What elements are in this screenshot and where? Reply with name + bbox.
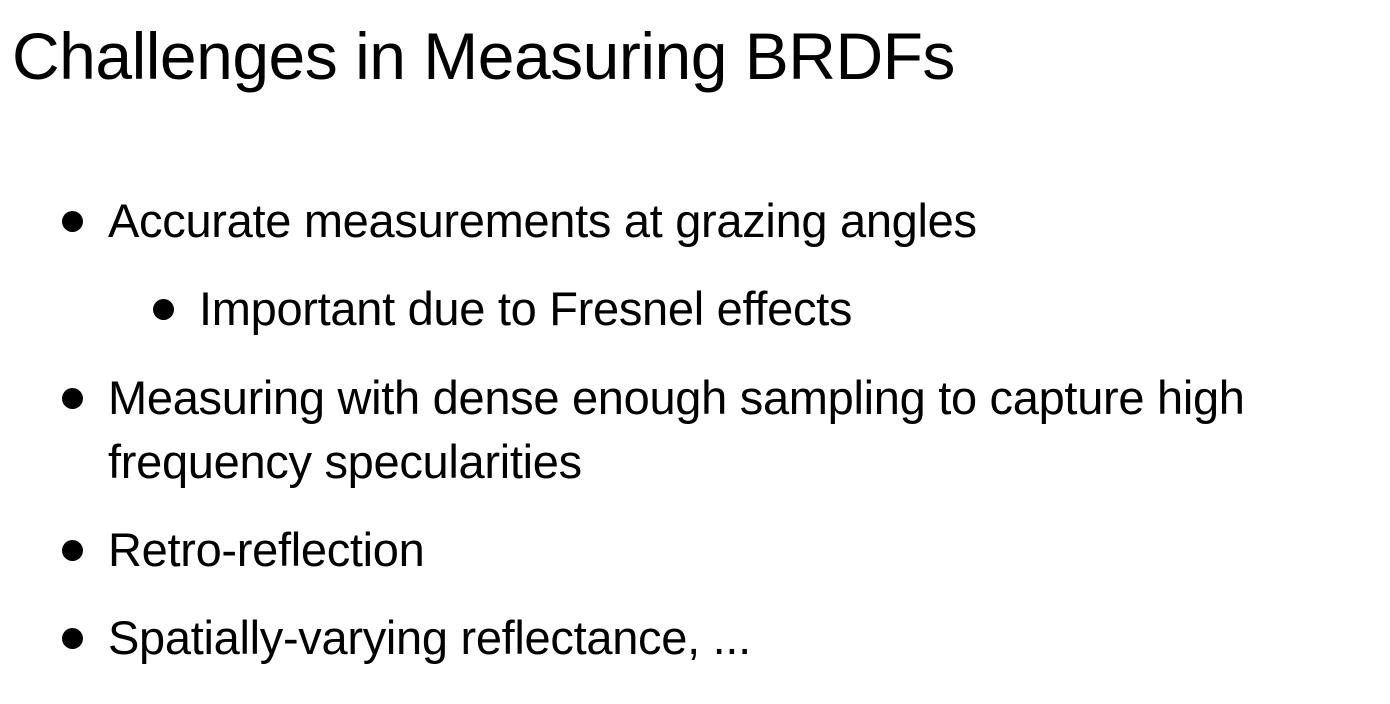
sub-bullet-item: Important due to Fresnel effects: [153, 277, 1379, 341]
bullet-text: Accurate measurements at grazing angles: [108, 194, 977, 247]
sub-bullet-text: Important due to Fresnel effects: [199, 282, 853, 335]
bullet-dot-icon: [62, 388, 83, 409]
bullet-dot-icon: [153, 299, 174, 320]
bullet-item: Retro-reflection: [62, 518, 1388, 582]
bullet-item: Spatially-varying reflectance, ...: [62, 606, 1388, 670]
bullet-dot-icon: [62, 540, 83, 561]
bullet-dot-icon: [62, 211, 83, 232]
bullet-text: Measuring with dense enough sampling to …: [108, 371, 1245, 488]
bullet-text: Spatially-varying reflectance, ...: [108, 611, 751, 664]
bullet-text: Retro-reflection: [108, 523, 425, 576]
bullet-item: Accurate measurements at grazing angles: [62, 189, 1388, 253]
bullet-item: Measuring with dense enough sampling to …: [62, 366, 1388, 494]
bullet-dot-icon: [62, 628, 83, 649]
slide-title: Challenges in Measuring BRDFs: [12, 19, 955, 93]
